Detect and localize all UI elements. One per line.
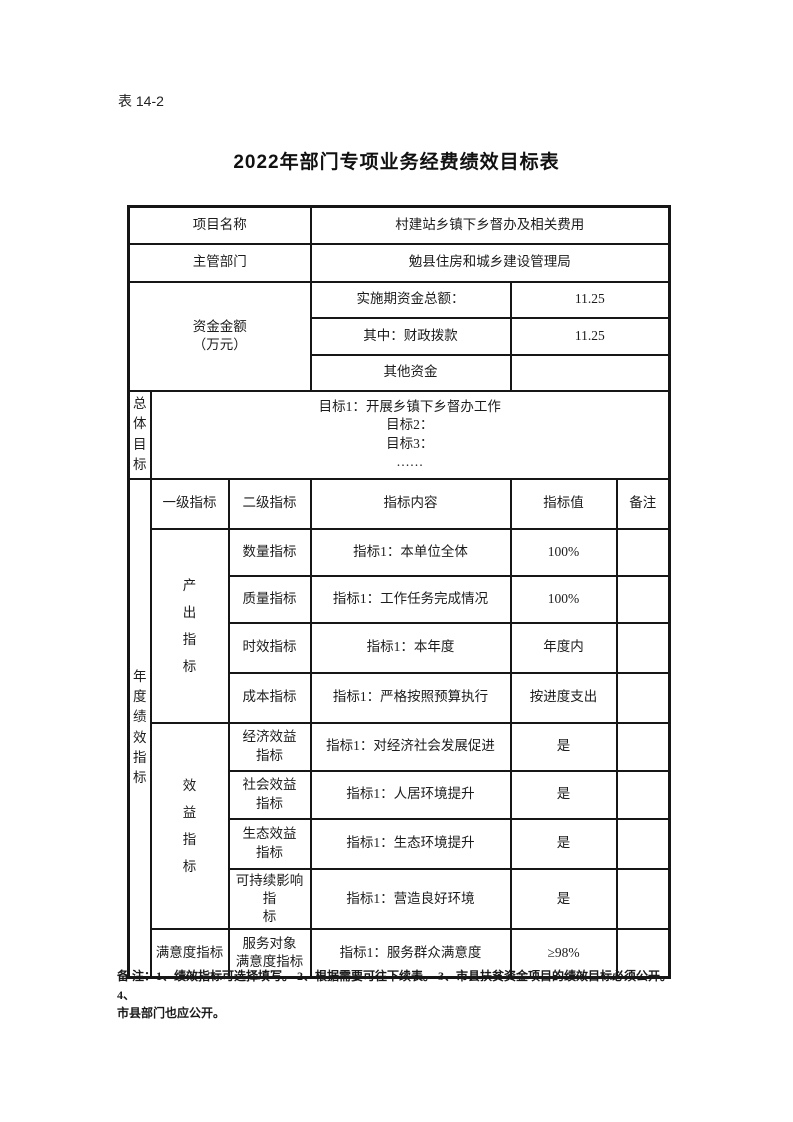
- header-level2: 二级指标: [227, 477, 312, 530]
- output-quantity-note: [615, 527, 671, 577]
- annual-indicators-side: 年度绩效指标: [127, 477, 152, 979]
- benefit-economic-content: 指标1：对经济社会发展促进: [309, 721, 512, 772]
- output-cost-note: [615, 671, 671, 724]
- output-cost-level2: 成本指标: [227, 671, 312, 724]
- row-satisfaction: 满意度指标 服务对象 满意度指标 指标1：服务群众满意度 ≥98%: [129, 928, 671, 979]
- benefit-social-content: 指标1：人居环境提升: [309, 769, 512, 820]
- row-funds-total: 资金金额 （万元） 实施期资金总额： 11.25: [127, 280, 671, 392]
- satisfaction-content: 指标1：服务群众满意度: [309, 928, 512, 979]
- department-value: 勉县住房和城乡建设管理局: [309, 242, 671, 283]
- benefit-economic-value: 是: [509, 721, 618, 772]
- row-overall-goal: 总体目标 目标1：开展乡镇下乡督办工作 目标2： 目标3： ……: [127, 389, 671, 480]
- row-benefit-ecological: 生态效益 指标 指标1：生态环境提升 是: [129, 817, 671, 870]
- funds-total-value: 11.25: [509, 280, 671, 319]
- project-name-label: 项目名称: [127, 205, 312, 245]
- output-timeliness-content: 指标1：本年度: [309, 621, 512, 674]
- satisfaction-value: ≥98%: [509, 928, 618, 979]
- row-funds-other: 其他资金: [129, 353, 671, 392]
- satisfaction-note: [615, 928, 671, 979]
- department-label: 主管部门: [127, 242, 312, 283]
- benefit-ecological-content: 指标1：生态环境提升: [309, 817, 512, 870]
- row-department: 主管部门 勉县住房和城乡建设管理局: [127, 242, 671, 283]
- output-quality-note: [615, 574, 671, 624]
- funds-fiscal-label: 其中：财政拨款: [309, 316, 512, 356]
- funds-label: 资金金额 （万元）: [127, 280, 312, 392]
- output-timeliness-note: [615, 621, 671, 674]
- output-quality-value: 100%: [509, 574, 618, 624]
- output-timeliness-value: 年度内: [509, 621, 618, 674]
- output-group-label-text: 产出指标: [182, 577, 197, 674]
- output-quantity-value: 100%: [509, 527, 618, 577]
- benefit-ecological-level2: 生态效益 指标: [227, 817, 312, 870]
- benefit-economic-level2: 经济效益 指标: [227, 721, 312, 772]
- benefit-sustainability-value: 是: [509, 867, 618, 931]
- benefit-social-value: 是: [509, 769, 618, 820]
- header-value: 指标值: [509, 477, 618, 530]
- benefit-group-label: 效益指标: [149, 721, 230, 931]
- output-cost-content: 指标1：严格按照预算执行: [309, 671, 512, 724]
- benefit-sustainability-note: [615, 867, 671, 931]
- overall-goal-text: 目标1：开展乡镇下乡督办工作 目标2： 目标3： ……: [149, 389, 671, 480]
- page-title: 2022年部门专项业务经费绩效目标表: [233, 152, 560, 173]
- output-quantity-content: 指标1：本单位全体: [309, 527, 512, 577]
- output-timeliness-level2: 时效指标: [227, 621, 312, 674]
- funds-fiscal-value: 11.25: [509, 316, 671, 356]
- benefit-social-note: [615, 769, 671, 820]
- output-quality-level2: 质量指标: [227, 574, 312, 624]
- row-output-cost: 成本指标 指标1：严格按照预算执行 按进度支出: [129, 671, 671, 724]
- performance-target-table: 项目名称 村建站乡镇下乡督办及相关费用 主管部门 勉县住房和城乡建设管理局 资金…: [127, 205, 672, 979]
- row-benefit-economic: 效益指标 经济效益 指标 指标1：对经济社会发展促进 是: [129, 721, 671, 931]
- benefit-sustainability-level2: 可持续影响指 标: [227, 867, 312, 931]
- funds-other-label: 其他资金: [309, 353, 512, 392]
- row-funds-fiscal: 其中：财政拨款 11.25: [129, 316, 671, 356]
- satisfaction-level2: 服务对象 满意度指标: [227, 928, 312, 979]
- funds-total-label: 实施期资金总额：: [309, 280, 512, 319]
- benefit-sustainability-content: 指标1：营造良好环境: [309, 867, 512, 931]
- annual-indicators-side-text: 年度绩效指标: [133, 668, 147, 786]
- overall-goal-label-text: 总体目标: [133, 396, 147, 472]
- row-benefit-social: 社会效益 指标 指标1：人居环境提升 是: [129, 769, 671, 820]
- project-name-value: 村建站乡镇下乡督办及相关费用: [309, 205, 671, 245]
- benefit-group-label-text: 效益指标: [182, 777, 197, 874]
- header-level1: 一级指标: [149, 477, 230, 530]
- satisfaction-group-label: 满意度指标: [149, 928, 230, 979]
- row-benefit-sustainability: 可持续影响指 标 指标1：营造良好环境 是: [129, 867, 671, 931]
- funds-other-value: [509, 353, 671, 392]
- output-group-label: 产出指标: [149, 527, 230, 724]
- row-output-quality: 质量指标 指标1：工作任务完成情况 100%: [129, 574, 671, 624]
- row-output-quantity: 产出指标 数量指标 指标1：本单位全体 100%: [129, 527, 671, 724]
- benefit-economic-note: [615, 721, 671, 772]
- doc-label: 表 14-2: [118, 93, 164, 109]
- overall-goal-label: 总体目标: [127, 389, 152, 480]
- benefit-social-level2: 社会效益 指标: [227, 769, 312, 820]
- output-cost-value: 按进度支出: [509, 671, 618, 724]
- benefit-ecological-note: [615, 817, 671, 870]
- row-output-timeliness: 时效指标 指标1：本年度 年度内: [129, 621, 671, 674]
- benefit-ecological-value: 是: [509, 817, 618, 870]
- header-note: 备注: [615, 477, 671, 530]
- row-indicator-header: 年度绩效指标 一级指标 二级指标 指标内容 指标值 备注: [127, 477, 671, 979]
- row-project-name: 项目名称 村建站乡镇下乡督办及相关费用: [127, 205, 671, 245]
- output-quantity-level2: 数量指标: [227, 527, 312, 577]
- output-quality-content: 指标1：工作任务完成情况: [309, 574, 512, 624]
- header-content: 指标内容: [309, 477, 512, 530]
- footnote: 备 注：1、绩效指标可选择填写。 2、根据需要可往下续表。 3、市县扶贫资金项目…: [117, 969, 673, 1021]
